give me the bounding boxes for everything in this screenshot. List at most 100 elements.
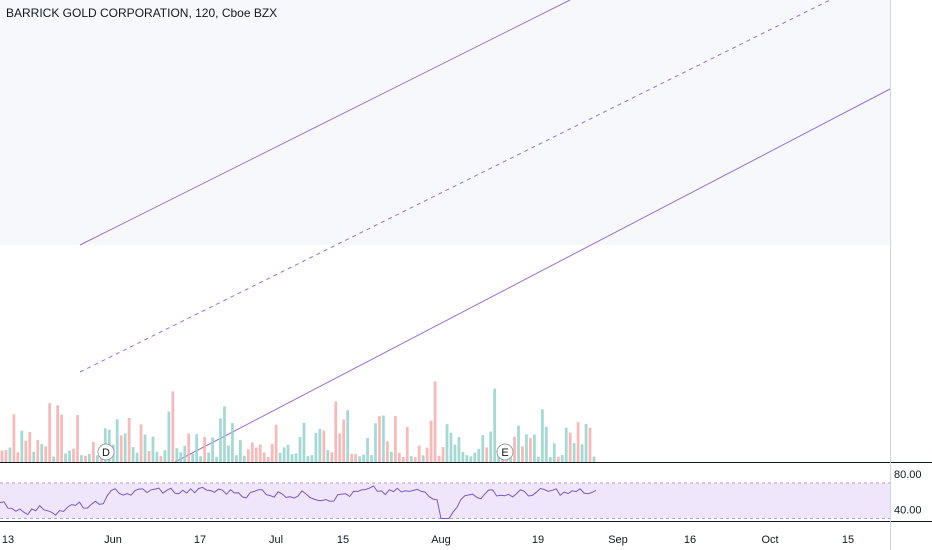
volume-bar [580,444,584,462]
volume-bar [80,455,83,462]
volume-bar [219,418,222,462]
volume-bar [529,438,532,462]
volume-bar [84,455,87,462]
volume-bar [433,381,437,462]
volume-bar [588,427,592,462]
volume-bar [330,452,334,462]
volume-bar [282,447,286,462]
volume-bar [389,451,393,462]
volume-bar [16,452,20,462]
volume-bar [123,433,127,462]
volume-bar [250,442,254,462]
volume-bar [191,453,195,462]
volume-bar [0,450,4,462]
volume-bar [489,431,493,462]
volume-bar [525,434,528,462]
time-tick-label: 15 [842,534,854,546]
volume-bar [254,447,258,462]
event-marker-label: E [501,447,508,459]
volume-bar [246,449,250,462]
volume-bar [477,448,481,462]
volume-bar [568,432,572,462]
volume-bar [485,447,489,462]
volume-bar [4,449,8,462]
volume-bar [322,430,326,462]
time-tick-label: Sep [608,534,628,546]
channel-lower-line [174,88,891,463]
volume-bar [227,445,230,462]
volume-bar [151,436,155,462]
volume-bar [318,428,322,462]
time-tick-label: 16 [684,534,696,546]
volume-bar [52,456,56,462]
volume-bar [469,456,473,462]
channel-mid-line [79,0,831,373]
volume-bar [211,437,214,462]
volume-bar [159,456,163,462]
volume-bar [338,433,342,462]
volume-bar [310,455,314,462]
volume-bar [290,454,294,462]
volume-bar [258,444,262,462]
volume-bar [544,426,548,462]
volume-bar [509,456,512,462]
volume-bar [326,449,330,462]
volume-bar [64,453,67,462]
volume-bar [76,414,79,462]
volume-bar [242,455,246,462]
event-marker [496,443,514,461]
volume-bar [413,456,417,462]
time-tick-label: 13 [2,534,14,546]
volume-bar [445,424,449,462]
volume-bar [155,451,159,462]
volume-bar [56,405,60,462]
volume-bar [235,455,238,462]
volume-bar [183,445,187,462]
volume-bar [465,455,469,462]
volume-bar [497,454,501,462]
volume-bar [203,437,207,462]
volume-bar [147,450,151,462]
volume-bar [175,448,179,462]
volume-bar [199,456,203,462]
event-marker [97,443,115,461]
volume-bar [552,443,556,462]
volume-bar [397,452,401,462]
volume-bar [346,410,350,462]
volume-bar [231,423,234,462]
volume-bar [449,432,453,462]
volume-bar [187,433,191,462]
volume-bar [163,450,167,462]
volume-bar [425,447,429,462]
volume-bar [72,448,75,462]
event-marker-label: D [102,447,110,459]
rsi-band [0,483,890,519]
volume-bar [8,447,12,462]
volume-bar [350,453,354,462]
volume-bar [127,417,131,462]
volume-bar [342,419,346,462]
time-tick-label: 19 [532,534,544,546]
volume-bar [115,419,119,462]
volume-bar [48,403,52,462]
volume-bar [358,456,361,462]
volume-bar [493,388,497,462]
volume-bar [95,455,99,462]
volume-bar [382,415,385,462]
time-tick-label: Oct [761,534,778,546]
volume-bar [576,422,580,462]
volume-bar [223,406,226,462]
volume-bar [68,450,71,462]
time-tick-label: Jul [269,534,283,546]
volume-bar [548,456,552,462]
volume-bar [314,433,318,462]
volume-bar [36,440,40,462]
volume-bar [457,437,461,462]
volume-bar [533,434,536,462]
volume-bar [536,456,540,462]
volume-bar [135,452,139,462]
volume-bar [274,424,278,462]
volume-bar [91,442,95,462]
volume-bar [409,456,413,462]
volume-bar [386,441,389,462]
